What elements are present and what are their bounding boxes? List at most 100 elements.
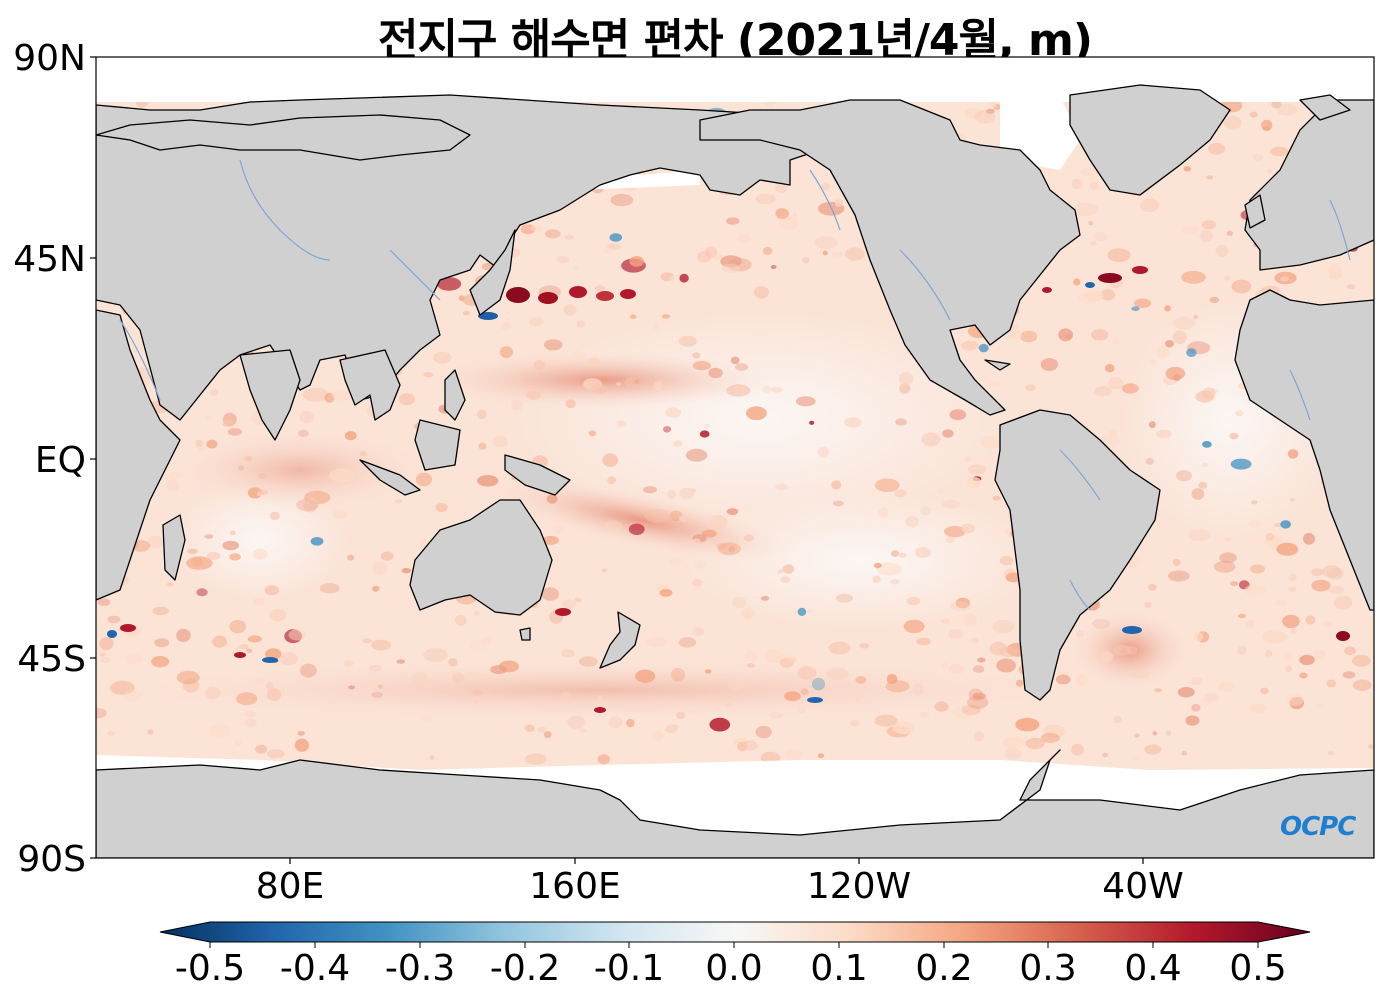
anomaly-speckle — [876, 562, 902, 576]
land-masses — [96, 84, 1374, 858]
anomaly-speckle — [574, 597, 582, 603]
anomaly-speckle — [653, 324, 659, 330]
anomaly-speckle — [941, 662, 949, 669]
anomaly-speckle — [166, 582, 174, 587]
anomaly-speckle — [302, 387, 329, 402]
anomaly-speckle — [962, 613, 978, 628]
anomaly-speckle — [1261, 119, 1273, 131]
anomaly-speckle — [298, 429, 309, 437]
anomaly-speckle — [721, 263, 740, 273]
anomaly-speckle — [1223, 115, 1242, 130]
anomaly-speckle — [1299, 654, 1315, 666]
anomaly-speckle — [919, 711, 930, 718]
anomaly-speckle — [762, 246, 773, 255]
anomaly-speckle — [401, 567, 412, 574]
anomaly-speckle — [147, 535, 164, 549]
anomaly-speckle — [985, 108, 995, 115]
anomaly-speckle — [974, 109, 996, 124]
anomaly-speckle — [822, 250, 828, 256]
anomaly-speckle — [1167, 570, 1190, 582]
anomaly-speckle — [1231, 279, 1252, 294]
anomaly-speckle — [563, 304, 577, 316]
anomaly-speckle — [1004, 748, 1022, 760]
anomaly-speckle — [964, 456, 973, 463]
anomaly-speckle — [186, 556, 213, 570]
anomaly-speckle — [1280, 276, 1289, 282]
anomaly-speckle — [1271, 100, 1282, 109]
anomaly-speckle — [372, 561, 387, 575]
anomaly-speckle — [229, 553, 241, 561]
anomaly-speckle — [992, 495, 1001, 501]
anomaly-speckle — [955, 597, 971, 609]
anomaly-speckle — [974, 731, 985, 742]
anomaly-speckle — [899, 371, 914, 386]
anomaly-speckle — [96, 707, 107, 719]
colorbar-tick-label: 0.1 — [810, 948, 868, 989]
anomaly-speckle — [1311, 568, 1324, 577]
anomaly-speckle — [196, 474, 205, 480]
land-uk — [1244, 194, 1266, 229]
anomaly-speckle — [515, 671, 525, 677]
anomaly-speckle — [977, 657, 986, 663]
anomaly-speckle — [1275, 599, 1288, 607]
anomaly-speckle — [1191, 704, 1201, 712]
anomaly-speckle — [1193, 314, 1198, 320]
anomaly-speckle — [1224, 537, 1232, 542]
anomaly-speckle — [477, 475, 499, 487]
anomaly-speckle — [423, 372, 434, 378]
anomaly-speckle — [762, 385, 772, 394]
anomaly-speckle — [960, 340, 979, 351]
anomaly-speckle — [646, 636, 668, 648]
anomaly-speckle — [96, 645, 110, 652]
anomaly-speckle — [1002, 736, 1025, 749]
warm-band-indian — [170, 430, 430, 510]
anomaly-speckle — [1102, 752, 1108, 758]
anomaly-speckle — [1108, 377, 1124, 390]
anomaly-speckle — [344, 431, 357, 441]
lon-label-40w: 40W — [1102, 866, 1184, 907]
anomaly-speckle — [737, 741, 748, 752]
warm-band-southern-ocean — [100, 660, 1100, 720]
anomaly-speckle — [629, 256, 644, 267]
anomaly-speckle — [597, 754, 610, 765]
anomaly-speckle — [236, 692, 258, 706]
anomaly-speckle — [471, 689, 484, 696]
anomaly-speckle — [1075, 630, 1085, 638]
anomaly-speckle — [961, 704, 981, 716]
anomaly-speckle — [237, 465, 244, 471]
anomaly-speckle — [371, 639, 392, 651]
anomaly-speckle — [1190, 677, 1204, 686]
anomaly-speckle — [704, 669, 712, 674]
anomaly-speckle — [1131, 306, 1140, 312]
anomaly-speckle — [906, 596, 921, 606]
anomaly-speckle — [1020, 330, 1038, 343]
anomaly-speckle — [1351, 655, 1371, 667]
anomaly-speckle — [777, 569, 784, 575]
anomaly-speckle — [1094, 386, 1112, 397]
anomaly-speckle — [1156, 429, 1172, 439]
land-india — [239, 349, 301, 441]
anomaly-speckle — [692, 538, 701, 545]
anomaly-speckle — [1080, 167, 1099, 177]
anomaly-speckle — [701, 529, 717, 538]
anomaly-speckle — [617, 420, 626, 427]
anomaly-speckle — [167, 471, 183, 480]
anomaly-speckle — [1290, 628, 1297, 635]
anomaly-speckle — [659, 676, 668, 684]
colorbar-tick-label: -0.2 — [489, 948, 561, 989]
anomaly-speckle — [1186, 348, 1197, 357]
anomaly-speckle — [692, 360, 712, 371]
land-tasmania — [519, 627, 531, 641]
anomaly-speckle — [873, 562, 882, 569]
anomaly-speckle — [1144, 744, 1162, 755]
anomaly-speckle — [300, 663, 317, 678]
colorbar-tick-label: 0.2 — [915, 948, 973, 989]
anomaly-speckle — [490, 665, 508, 675]
anomaly-speckle — [665, 407, 682, 418]
anomaly-speckle — [99, 636, 114, 651]
anomaly-speckle — [615, 420, 623, 428]
anomaly-speckle — [890, 579, 900, 585]
colorbar-tick-label: 0.3 — [1019, 948, 1077, 989]
anomaly-speckle — [222, 540, 239, 551]
anomaly-speckle — [588, 357, 601, 366]
